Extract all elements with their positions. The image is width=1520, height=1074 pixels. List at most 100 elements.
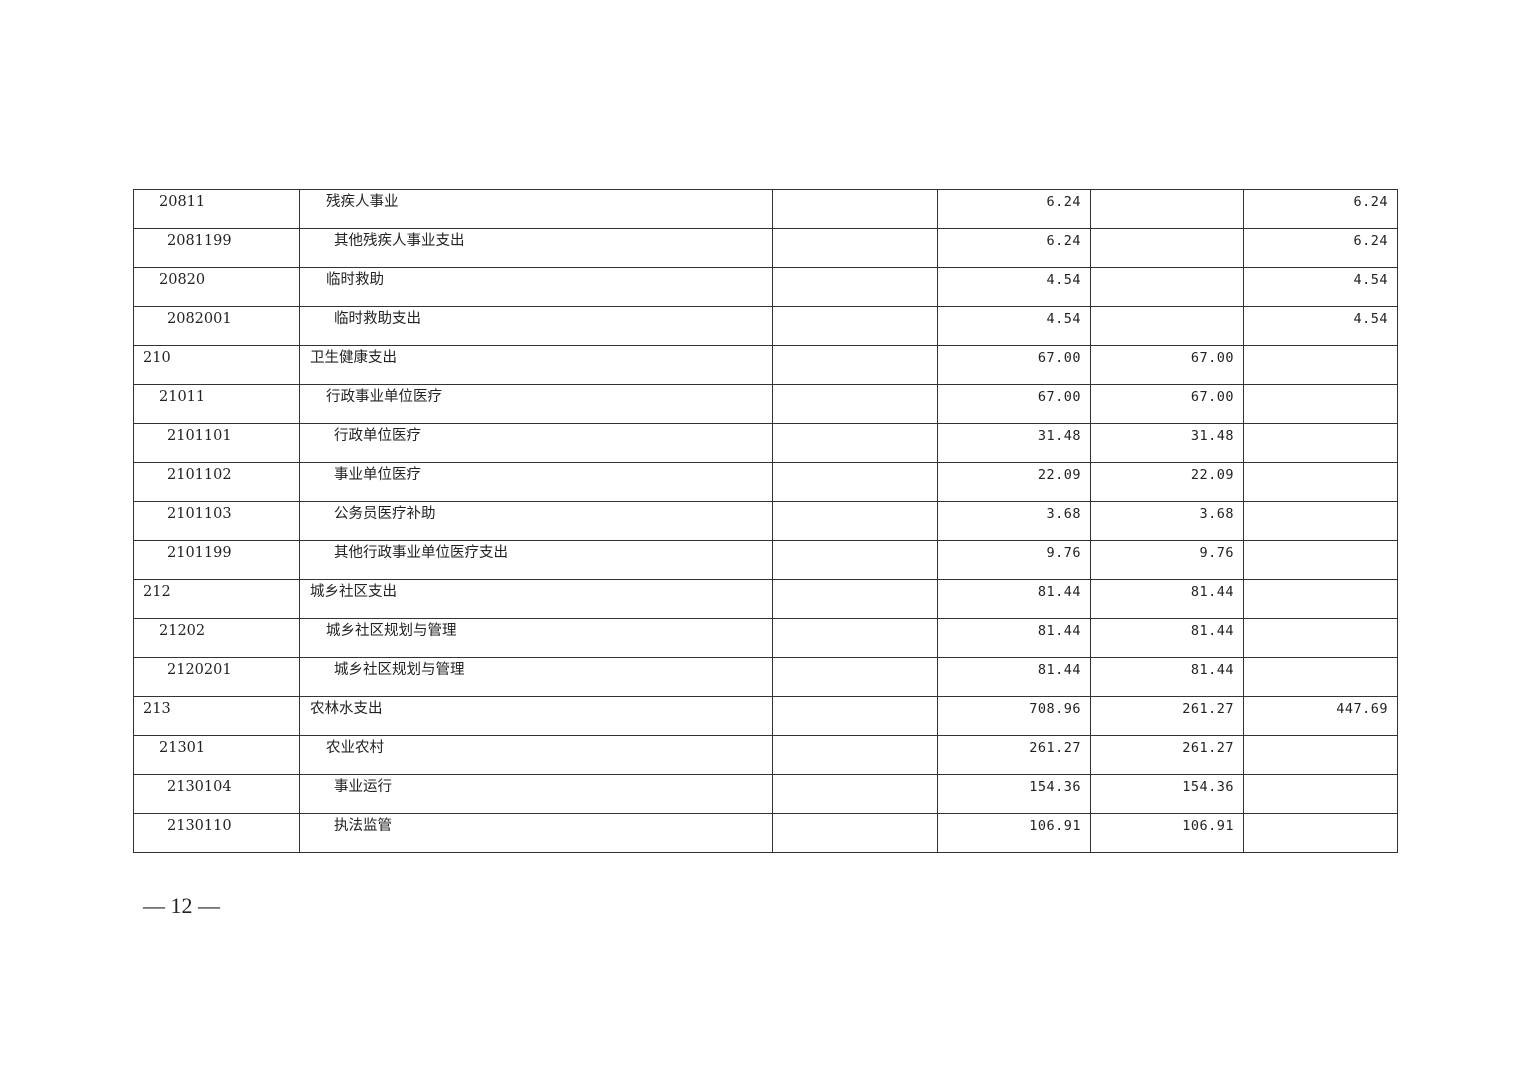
project-expense-cell	[1243, 540, 1398, 580]
amount-cell	[772, 267, 938, 307]
table-row: 2130104 事业运行 154.36 154.36	[133, 774, 1398, 814]
amount-cell	[772, 189, 938, 229]
table-row: 212 城乡社区支出 81.44 81.44	[133, 579, 1398, 619]
project-expense-cell	[1243, 735, 1398, 775]
code-cell: 21301	[133, 735, 300, 775]
project-expense-cell	[1243, 813, 1398, 853]
project-expense-cell	[1243, 657, 1398, 697]
name-cell: 农林水支出	[299, 696, 773, 736]
basic-expense-cell: 67.00	[1090, 384, 1244, 424]
total-cell: 9.76	[937, 540, 1091, 580]
name-cell: 临时救助支出	[299, 306, 773, 346]
code-cell: 2130104	[133, 774, 300, 814]
code-cell: 20811	[133, 189, 300, 229]
name-cell: 城乡社区支出	[299, 579, 773, 619]
project-expense-cell	[1243, 384, 1398, 424]
total-cell: 67.00	[937, 384, 1091, 424]
table-row: 21301 农业农村 261.27 261.27	[133, 735, 1398, 775]
code-cell: 2101102	[133, 462, 300, 502]
name-cell: 事业单位医疗	[299, 462, 773, 502]
code-cell: 2082001	[133, 306, 300, 346]
code-cell: 213	[133, 696, 300, 736]
amount-cell	[772, 306, 938, 346]
total-cell: 31.48	[937, 423, 1091, 463]
project-expense-cell	[1243, 501, 1398, 541]
table-row: 2082001 临时救助支出 4.54 4.54	[133, 306, 1398, 346]
total-cell: 81.44	[937, 618, 1091, 658]
name-cell: 事业运行	[299, 774, 773, 814]
basic-expense-cell	[1090, 189, 1244, 229]
page-number: — 12 —	[143, 893, 220, 918]
name-cell: 残疾人事业	[299, 189, 773, 229]
table-row: 21202 城乡社区规划与管理 81.44 81.44	[133, 618, 1398, 658]
table-row: 2120201 城乡社区规划与管理 81.44 81.44	[133, 657, 1398, 697]
basic-expense-cell	[1090, 228, 1244, 268]
name-cell: 执法监管	[299, 813, 773, 853]
total-cell: 22.09	[937, 462, 1091, 502]
table-row: 2101101 行政单位医疗 31.48 31.48	[133, 423, 1398, 463]
table-row: 2081199 其他残疾人事业支出 6.24 6.24	[133, 228, 1398, 268]
name-cell: 其他行政事业单位医疗支出	[299, 540, 773, 580]
name-cell: 公务员医疗补助	[299, 501, 773, 541]
project-expense-cell: 6.24	[1243, 228, 1398, 268]
basic-expense-cell: 81.44	[1090, 657, 1244, 697]
basic-expense-cell	[1090, 267, 1244, 307]
amount-cell	[772, 696, 938, 736]
budget-table: 20811 残疾人事业 6.24 6.24 2081199 其他残疾人事业支出 6.24 6.…	[133, 189, 1398, 853]
code-cell: 2101199	[133, 540, 300, 580]
amount-cell	[772, 774, 938, 814]
name-cell: 行政单位医疗	[299, 423, 773, 463]
amount-cell	[772, 657, 938, 697]
name-cell: 临时救助	[299, 267, 773, 307]
basic-expense-cell: 81.44	[1090, 579, 1244, 619]
project-expense-cell	[1243, 462, 1398, 502]
total-cell: 3.68	[937, 501, 1091, 541]
project-expense-cell: 447.69	[1243, 696, 1398, 736]
code-cell: 212	[133, 579, 300, 619]
amount-cell	[772, 735, 938, 775]
basic-expense-cell: 31.48	[1090, 423, 1244, 463]
total-cell: 81.44	[937, 657, 1091, 697]
code-cell: 210	[133, 345, 300, 385]
name-cell: 卫生健康支出	[299, 345, 773, 385]
name-cell: 其他残疾人事业支出	[299, 228, 773, 268]
table-row: 2130110 执法监管 106.91 106.91	[133, 813, 1398, 853]
table-row: 213 农林水支出 708.96 261.27 447.69	[133, 696, 1398, 736]
code-cell: 21011	[133, 384, 300, 424]
table-row: 20811 残疾人事业 6.24 6.24	[133, 189, 1398, 229]
code-cell: 2101103	[133, 501, 300, 541]
project-expense-cell: 6.24	[1243, 189, 1398, 229]
amount-cell	[772, 579, 938, 619]
table-row: 20820 临时救助 4.54 4.54	[133, 267, 1398, 307]
total-cell: 4.54	[937, 306, 1091, 346]
name-cell: 城乡社区规划与管理	[299, 657, 773, 697]
basic-expense-cell: 261.27	[1090, 735, 1244, 775]
project-expense-cell	[1243, 345, 1398, 385]
amount-cell	[772, 813, 938, 853]
basic-expense-cell: 261.27	[1090, 696, 1244, 736]
code-cell: 20820	[133, 267, 300, 307]
amount-cell	[772, 540, 938, 580]
code-cell: 2081199	[133, 228, 300, 268]
total-cell: 81.44	[937, 579, 1091, 619]
basic-expense-cell: 22.09	[1090, 462, 1244, 502]
code-cell: 21202	[133, 618, 300, 658]
basic-expense-cell: 106.91	[1090, 813, 1244, 853]
name-cell: 农业农村	[299, 735, 773, 775]
basic-expense-cell: 9.76	[1090, 540, 1244, 580]
project-expense-cell	[1243, 774, 1398, 814]
table-row: 21011 行政事业单位医疗 67.00 67.00	[133, 384, 1398, 424]
amount-cell	[772, 345, 938, 385]
project-expense-cell	[1243, 423, 1398, 463]
total-cell: 6.24	[937, 189, 1091, 229]
amount-cell	[772, 384, 938, 424]
amount-cell	[772, 228, 938, 268]
basic-expense-cell: 154.36	[1090, 774, 1244, 814]
table-row: 2101102 事业单位医疗 22.09 22.09	[133, 462, 1398, 502]
basic-expense-cell: 3.68	[1090, 501, 1244, 541]
table-row: 210 卫生健康支出 67.00 67.00	[133, 345, 1398, 385]
code-cell: 2130110	[133, 813, 300, 853]
code-cell: 2120201	[133, 657, 300, 697]
total-cell: 67.00	[937, 345, 1091, 385]
